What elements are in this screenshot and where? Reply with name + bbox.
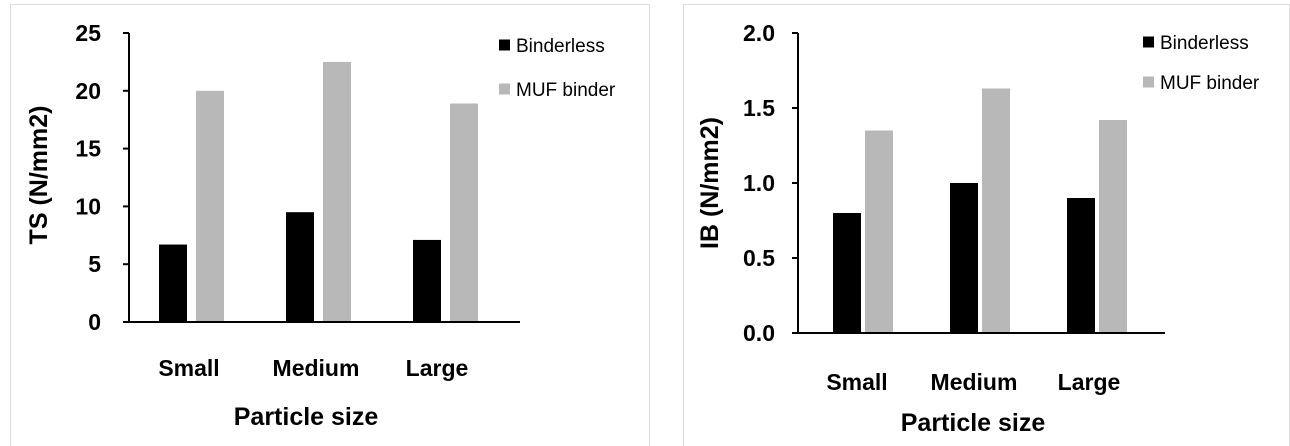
- ts-bar-chart: 0 5 10 15 20 25 Small Medium Large Particle size T…: [25, 20, 616, 431]
- y-tick-label: 15: [75, 136, 101, 162]
- x-tick-label: Small: [158, 355, 219, 381]
- bar-binderless-small: [159, 244, 187, 322]
- y-axis-title: IB (N/mm2): [696, 117, 724, 249]
- legend-swatch: [499, 83, 510, 95]
- x-tick-label: Medium: [931, 369, 1018, 395]
- bar-binderless-large: [413, 239, 441, 322]
- legend-label: Binderless: [516, 36, 605, 57]
- y-tick-label: 1.0: [743, 170, 775, 196]
- x-axis-title: Particle size: [901, 409, 1046, 437]
- y-tick-label: 10: [75, 193, 101, 219]
- bar-muf-binder-small: [196, 90, 224, 322]
- y-tick-label: 25: [75, 20, 101, 46]
- legend-swatch: [1143, 76, 1154, 88]
- legend-label: MUF binder: [1160, 73, 1260, 94]
- bar-muf-binder-large: [450, 103, 478, 323]
- y-tick-label: 1.5: [743, 95, 775, 121]
- y-tick-label: 0.5: [743, 245, 775, 271]
- legend-swatch: [499, 39, 510, 51]
- x-tick-label: Medium: [273, 355, 360, 381]
- bar-muf-binder-medium: [323, 61, 351, 323]
- y-tick-label: 20: [75, 78, 101, 104]
- bar-binderless-small: [833, 213, 861, 333]
- x-axis-title: Particle size: [234, 403, 379, 431]
- bar-binderless-medium: [286, 212, 314, 322]
- legend-label: MUF binder: [516, 80, 616, 101]
- bar-muf-binder-large: [1099, 120, 1127, 333]
- y-tick-label: 0.0: [743, 320, 775, 346]
- chart-panel-ib: 0.0 0.5 1.0 1.5 2.0 Small Medium Large Particle …: [675, 0, 1290, 446]
- legend-swatch: [1143, 36, 1154, 48]
- bar-muf-binder-medium: [982, 88, 1010, 333]
- y-tick-label: 5: [88, 251, 101, 277]
- bar-muf-binder-small: [865, 130, 893, 333]
- chart-frame: [10, 4, 650, 446]
- y-tick-label: 0: [88, 309, 101, 335]
- bar-binderless-medium: [950, 183, 978, 333]
- y-axis-title: TS (N/mm2): [25, 106, 53, 245]
- legend-label: Binderless: [1160, 33, 1249, 54]
- chart-panel-ts: 0 5 10 15 20 25 Small Medium Large Particle size T…: [10, 4, 650, 446]
- x-tick-label: Large: [406, 355, 469, 381]
- x-tick-label: Large: [1058, 369, 1121, 395]
- ib-bar-chart: 0.0 0.5 1.0 1.5 2.0 Small Medium Large Particle …: [696, 20, 1260, 437]
- x-tick-label: Small: [826, 369, 887, 395]
- y-tick-label: 2.0: [743, 20, 775, 46]
- bar-binderless-large: [1067, 198, 1095, 333]
